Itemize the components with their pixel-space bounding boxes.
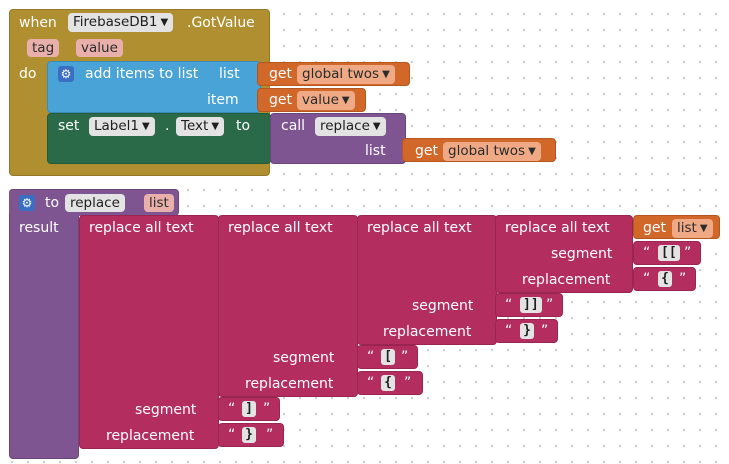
get-label: get — [415, 143, 438, 159]
chevron-down-icon: ▼ — [160, 17, 169, 28]
call-list-label: list — [365, 143, 386, 159]
quote-open: “ — [643, 271, 651, 287]
segment-label: segment — [412, 298, 474, 314]
replace-all-text-label: replace all text — [505, 220, 610, 236]
get-label: get — [269, 92, 292, 108]
replacement-label: replacement — [522, 272, 611, 288]
call-label: call — [281, 118, 306, 134]
procedure-dropdown[interactable]: replace ▼ — [315, 117, 386, 136]
variable-dropdown[interactable]: list ▼ — [672, 219, 713, 238]
replacement-label: replacement — [245, 376, 334, 392]
to-label: to — [236, 118, 251, 134]
quote-open: “ — [505, 297, 513, 313]
procedure-block[interactable] — [9, 189, 79, 459]
param-value[interactable]: value — [76, 39, 123, 57]
quote-close: ” — [404, 375, 412, 391]
quote-open: “ — [228, 401, 236, 417]
gear-icon[interactable]: ⚙ — [58, 66, 74, 82]
procedure-name-field[interactable]: replace — [65, 194, 125, 212]
get-label: get — [643, 220, 666, 236]
segment-text[interactable]: ]] — [520, 297, 542, 313]
component-dropdown[interactable]: Label1 ▼ — [89, 117, 155, 136]
add-items-list-label: list — [219, 66, 240, 82]
chevron-down-icon: ▼ — [382, 69, 390, 80]
component-name: Label1 — [94, 118, 140, 134]
replacement-text[interactable]: } — [520, 323, 534, 339]
chevron-down-icon: ▼ — [372, 121, 381, 132]
do-label: do — [19, 66, 37, 82]
replace-all-text-label: replace all text — [367, 220, 472, 236]
segment-label: segment — [135, 402, 197, 418]
replacement-text[interactable]: { — [381, 375, 395, 391]
event-name: .GotValue — [187, 15, 255, 31]
segment-label: segment — [273, 350, 335, 366]
add-items-item-label: item — [207, 92, 239, 108]
replace-all-text-block[interactable] — [357, 215, 497, 345]
chevron-down-icon: ▼ — [341, 95, 350, 106]
quote-close: ” — [401, 349, 409, 365]
quote-open: “ — [228, 427, 236, 443]
variable-dropdown[interactable]: value ▼ — [297, 91, 355, 110]
set-label: set — [58, 118, 80, 134]
replace-all-text-block[interactable] — [495, 215, 633, 293]
quote-close: ” — [541, 323, 549, 339]
variable-name: list — [677, 220, 697, 236]
procedure-name: replace — [320, 118, 370, 134]
variable-name: global twos — [448, 143, 526, 159]
variable-name: global twos — [302, 66, 380, 82]
gear-icon[interactable]: ⚙ — [19, 195, 35, 211]
quote-close: ” — [679, 271, 687, 287]
component-dropdown[interactable]: FirebaseDB1 ▼ — [68, 13, 174, 32]
variable-name: value — [302, 92, 339, 108]
replace-all-text-label: replace all text — [228, 220, 333, 236]
get-label: get — [269, 66, 292, 82]
replacement-label: replacement — [106, 428, 195, 444]
when-label: when — [19, 15, 57, 31]
replacement-label: replacement — [383, 324, 472, 340]
replace-all-text-block[interactable] — [79, 215, 219, 449]
add-items-label: add items to list — [85, 66, 199, 82]
chevron-down-icon: ▼ — [528, 146, 536, 157]
result-label: result — [19, 220, 59, 236]
chevron-down-icon: ▼ — [142, 121, 150, 132]
procedure-param[interactable]: list — [144, 194, 174, 212]
component-name: FirebaseDB1 — [73, 14, 158, 30]
param-tag[interactable]: tag — [27, 39, 60, 57]
quote-open: “ — [367, 375, 375, 391]
chevron-down-icon: ▼ — [699, 223, 708, 234]
quote-close: ” — [266, 427, 274, 443]
replacement-text[interactable]: { — [658, 271, 672, 287]
chevron-down-icon: ▼ — [211, 121, 220, 132]
property-name: Text — [181, 118, 209, 134]
replacement-text[interactable]: } — [242, 427, 256, 443]
variable-dropdown[interactable]: global twos ▼ — [297, 65, 395, 84]
segment-text[interactable]: [[ — [658, 245, 680, 261]
quote-open: “ — [643, 245, 651, 261]
proc-to-label: to — [45, 195, 60, 211]
add-items-block[interactable] — [47, 61, 261, 113]
segment-text[interactable]: ] — [242, 401, 256, 417]
variable-dropdown[interactable]: global twos ▼ — [443, 142, 541, 161]
quote-close: ” — [684, 245, 692, 261]
replace-all-text-block[interactable] — [218, 215, 358, 397]
replace-all-text-label: replace all text — [89, 220, 194, 236]
segment-text[interactable]: [ — [381, 349, 395, 365]
quote-close: ” — [263, 401, 271, 417]
set-label-block[interactable] — [47, 113, 271, 164]
dot-label: . — [165, 118, 170, 134]
quote-open: “ — [367, 349, 375, 365]
segment-label: segment — [551, 246, 613, 262]
property-dropdown[interactable]: Text ▼ — [176, 117, 225, 136]
quote-open: “ — [505, 323, 513, 339]
quote-close: ” — [546, 297, 554, 313]
